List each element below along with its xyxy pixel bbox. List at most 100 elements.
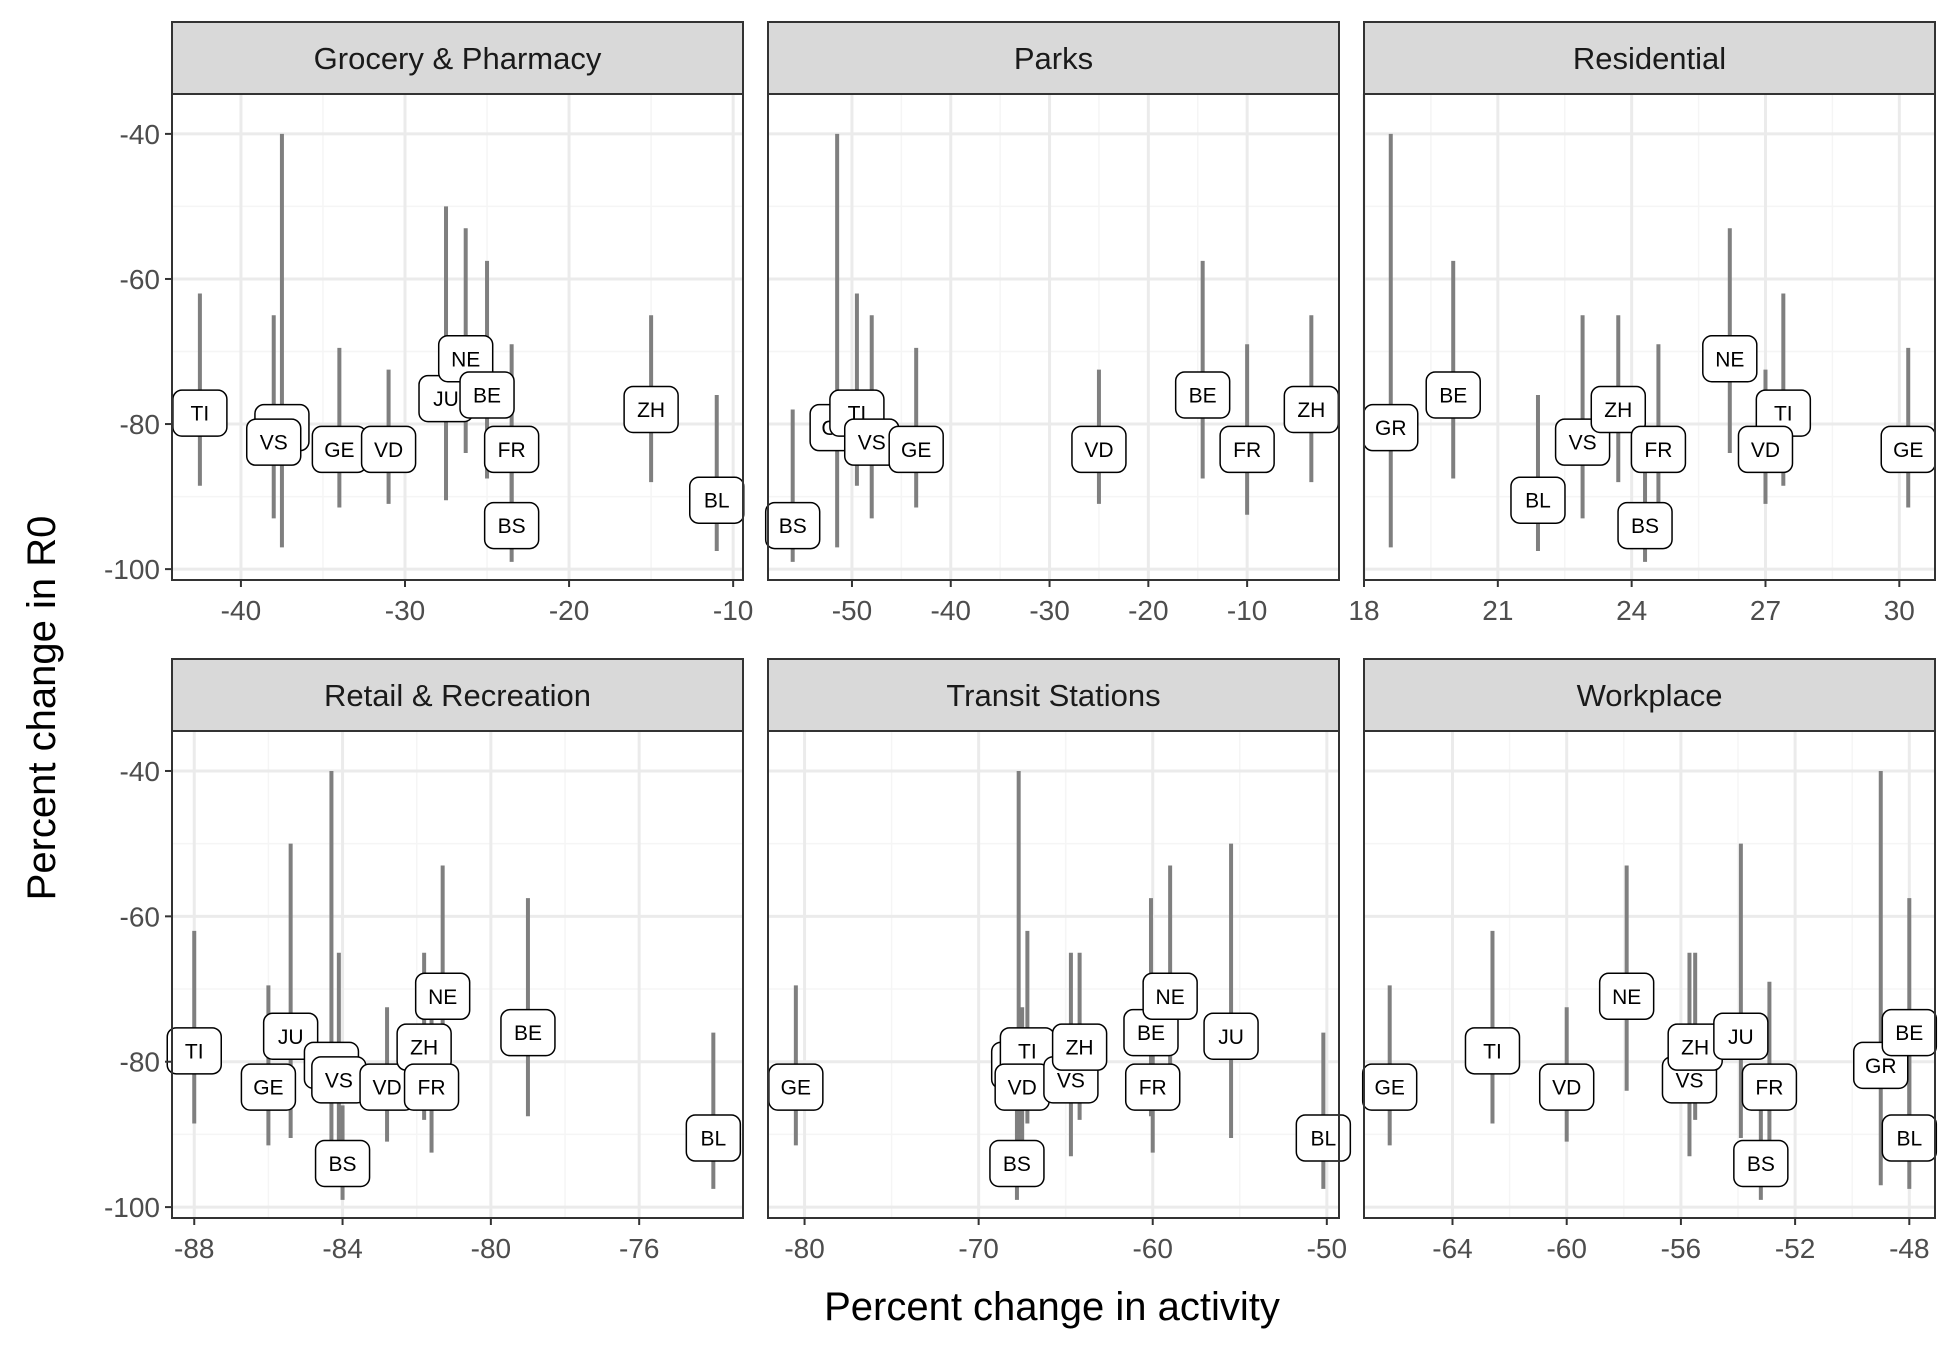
point-label-text: BE — [1895, 1022, 1923, 1045]
point-label-box — [1590, 385, 1647, 434]
panel-parks: BSGRTIVSGEVDBEFRZHParks-50-40-30-20-10 — [764, 21, 1340, 626]
point-label-text: GE — [253, 1077, 283, 1100]
point-label-text: FR — [418, 1077, 446, 1100]
x-axis-title: Percent change in activity — [824, 1285, 1280, 1329]
panel-background — [1364, 94, 1935, 580]
x-axis: -40 -30 -20 -10 — [221, 580, 753, 626]
point-label-box — [1598, 972, 1655, 1021]
point-labels: GR BE BL VS ZH BS FR NE TI VD GE — [1363, 335, 1936, 550]
point-label-box — [1881, 1114, 1938, 1162]
point-label-text: BE — [1189, 385, 1217, 408]
strip-title: Retail & Recreation — [324, 678, 591, 713]
point-label-ne: NE — [437, 335, 494, 383]
x-tick-label: -88 — [174, 1233, 214, 1264]
x-axis: 18 21 24 27 30 — [1348, 580, 1915, 626]
point-label-text: GE — [1375, 1077, 1405, 1100]
x-tick-label: -30 — [385, 595, 425, 626]
point-label-box — [1203, 1012, 1259, 1061]
point-label-ju: JU — [1713, 1012, 1769, 1061]
point-label-text: JU — [433, 388, 459, 411]
point-label-text: VS — [1675, 1069, 1703, 1092]
panel-residential: GR BE BL VS ZH BS FR NE TI VD GE Residential 18 21 24 2… — [1348, 21, 1936, 626]
panel-background — [768, 731, 1339, 1218]
x-tick-label: -40 — [221, 595, 261, 626]
point-label-ge: GE — [240, 1063, 297, 1111]
x-tick-label: -20 — [549, 595, 589, 626]
point-label-text: NE — [1715, 348, 1744, 371]
point-label-bs: BS — [314, 1139, 371, 1188]
point-label-text: GR — [1865, 1055, 1897, 1078]
x-tick-label: -52 — [1775, 1233, 1815, 1264]
point-label-text: JU — [278, 1026, 304, 1049]
point-label-text: ZH — [637, 399, 665, 422]
point-label-text: VS — [325, 1069, 353, 1092]
x-tick-label: -64 — [1432, 1233, 1472, 1264]
point-label-bs: BS — [1733, 1139, 1789, 1188]
strip-title: Grocery & Pharmacy — [314, 41, 602, 76]
strip-background — [767, 658, 1340, 732]
point-label-box — [1219, 425, 1275, 474]
strip-background — [171, 658, 744, 732]
point-label-text: BS — [1003, 1153, 1031, 1176]
point-label-box — [1071, 425, 1127, 474]
x-tick-label: -20 — [1128, 595, 1168, 626]
point-labels: TIGRVSGEVDJUNEBEFRBSZHBL — [172, 335, 745, 550]
y-axis: -40 -60 -80 -100 — [104, 119, 172, 585]
point-label-text: BL — [1896, 1128, 1922, 1151]
point-label-vd: VD — [994, 1063, 1050, 1111]
x-axis: -50 -40 -30 -20 -10 — [832, 580, 1267, 626]
y-tick-label: -40 — [120, 119, 160, 150]
point-label-vd: VD — [359, 1063, 415, 1111]
point-label-text: VD — [372, 1077, 401, 1100]
point-label-ju: JU — [1203, 1012, 1259, 1061]
point-label-text: FR — [1139, 1077, 1167, 1100]
strip-background — [171, 21, 744, 95]
strip-background — [1363, 21, 1936, 95]
x-axis: -64 -60 -56 -52 -48 — [1432, 1218, 1930, 1264]
point-label-zh: ZH — [1051, 1023, 1108, 1071]
y-tick-label: -100 — [104, 554, 160, 585]
panel-transit-stations: GEGRTIVDBSVSZHBEFRNEJUBLTransit Stations… — [767, 658, 1352, 1264]
point-label-text: ZH — [1681, 1037, 1709, 1060]
point-label-be: BE — [459, 371, 515, 419]
point-label-text: NE — [1612, 986, 1641, 1009]
point-label-text: FR — [1233, 439, 1261, 462]
point-label-text: BE — [514, 1022, 542, 1045]
x-tick-label: -30 — [1029, 595, 1069, 626]
point-label-box — [1630, 425, 1687, 474]
point-label-box — [888, 425, 944, 474]
point-label-text: FR — [1755, 1077, 1783, 1100]
point-label-text: GE — [324, 439, 354, 462]
point-label-bs: BS — [764, 501, 821, 550]
point-label-fr: FR — [1630, 425, 1687, 474]
point-label-box — [1142, 972, 1198, 1021]
point-label-box — [1295, 1114, 1352, 1162]
point-label-text: VS — [1569, 432, 1597, 455]
panel-background — [768, 94, 1339, 580]
point-label-box — [1174, 371, 1231, 419]
x-tick-label: -80 — [784, 1233, 824, 1264]
point-label-box — [1425, 371, 1481, 419]
point-label-text: BL — [704, 490, 730, 513]
point-label-ju: JU — [262, 1012, 319, 1061]
point-label-vs: VS — [843, 418, 900, 466]
point-label-vs: VS — [311, 1056, 367, 1104]
point-label-bl: BL — [1881, 1114, 1938, 1162]
point-label-text: BS — [1631, 515, 1659, 538]
point-label-box — [685, 1114, 742, 1162]
point-labels: GEGRTIVDBSVSZHBEFRNEJUBL — [768, 972, 1352, 1188]
point-label-text: BE — [473, 385, 501, 408]
point-label-text: BS — [329, 1153, 357, 1176]
point-label-box — [1464, 1027, 1521, 1075]
point-label-box — [414, 972, 471, 1021]
point-label-text: BE — [1439, 385, 1467, 408]
point-label-text: TI — [1774, 403, 1793, 426]
point-label-ge: GE — [311, 425, 368, 474]
point-label-ti: TI — [1755, 389, 1812, 437]
point-label-box — [1124, 1063, 1181, 1111]
point-label-bl: BL — [688, 476, 745, 524]
point-label-text: BE — [1137, 1022, 1165, 1045]
point-label-text: NE — [428, 986, 457, 1009]
